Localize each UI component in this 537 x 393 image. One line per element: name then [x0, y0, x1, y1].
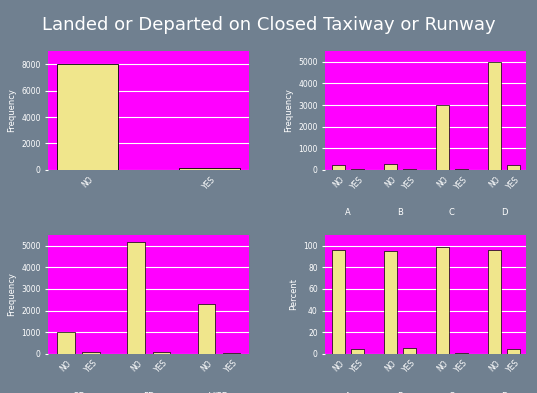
- Text: OE: OE: [72, 392, 84, 393]
- Bar: [436, 105, 449, 170]
- Bar: [384, 164, 397, 170]
- Text: Landed or Departed on Closed Taxiway or Runway: Landed or Departed on Closed Taxiway or …: [42, 16, 495, 34]
- Bar: [507, 165, 520, 170]
- Text: V/PD: V/PD: [209, 392, 229, 393]
- Text: B: B: [397, 208, 403, 217]
- Y-axis label: Frequency: Frequency: [6, 272, 16, 316]
- Bar: [403, 169, 416, 170]
- Bar: [198, 304, 215, 354]
- Bar: [82, 352, 100, 354]
- Bar: [351, 169, 364, 170]
- Bar: [153, 352, 170, 354]
- Bar: [384, 251, 397, 354]
- Bar: [403, 348, 416, 354]
- Text: A: A: [345, 392, 351, 393]
- Text: C: C: [449, 208, 455, 217]
- Bar: [127, 242, 145, 354]
- Bar: [332, 250, 345, 354]
- Text: PD: PD: [143, 392, 155, 393]
- Y-axis label: Frequency: Frequency: [284, 88, 293, 132]
- Text: D: D: [500, 208, 507, 217]
- Bar: [223, 353, 241, 354]
- Bar: [57, 332, 75, 354]
- Y-axis label: Percent: Percent: [289, 278, 297, 310]
- Text: C: C: [449, 392, 455, 393]
- Bar: [57, 64, 118, 170]
- Bar: [351, 349, 364, 354]
- Bar: [488, 62, 501, 170]
- Text: D: D: [500, 392, 507, 393]
- Text: B: B: [397, 392, 403, 393]
- Bar: [455, 353, 468, 354]
- Bar: [332, 165, 345, 170]
- Text: A: A: [345, 208, 351, 217]
- Bar: [488, 250, 501, 354]
- Y-axis label: Frequency: Frequency: [6, 88, 16, 132]
- Bar: [455, 169, 468, 170]
- Bar: [179, 169, 240, 170]
- Bar: [507, 349, 520, 354]
- Bar: [436, 247, 449, 354]
